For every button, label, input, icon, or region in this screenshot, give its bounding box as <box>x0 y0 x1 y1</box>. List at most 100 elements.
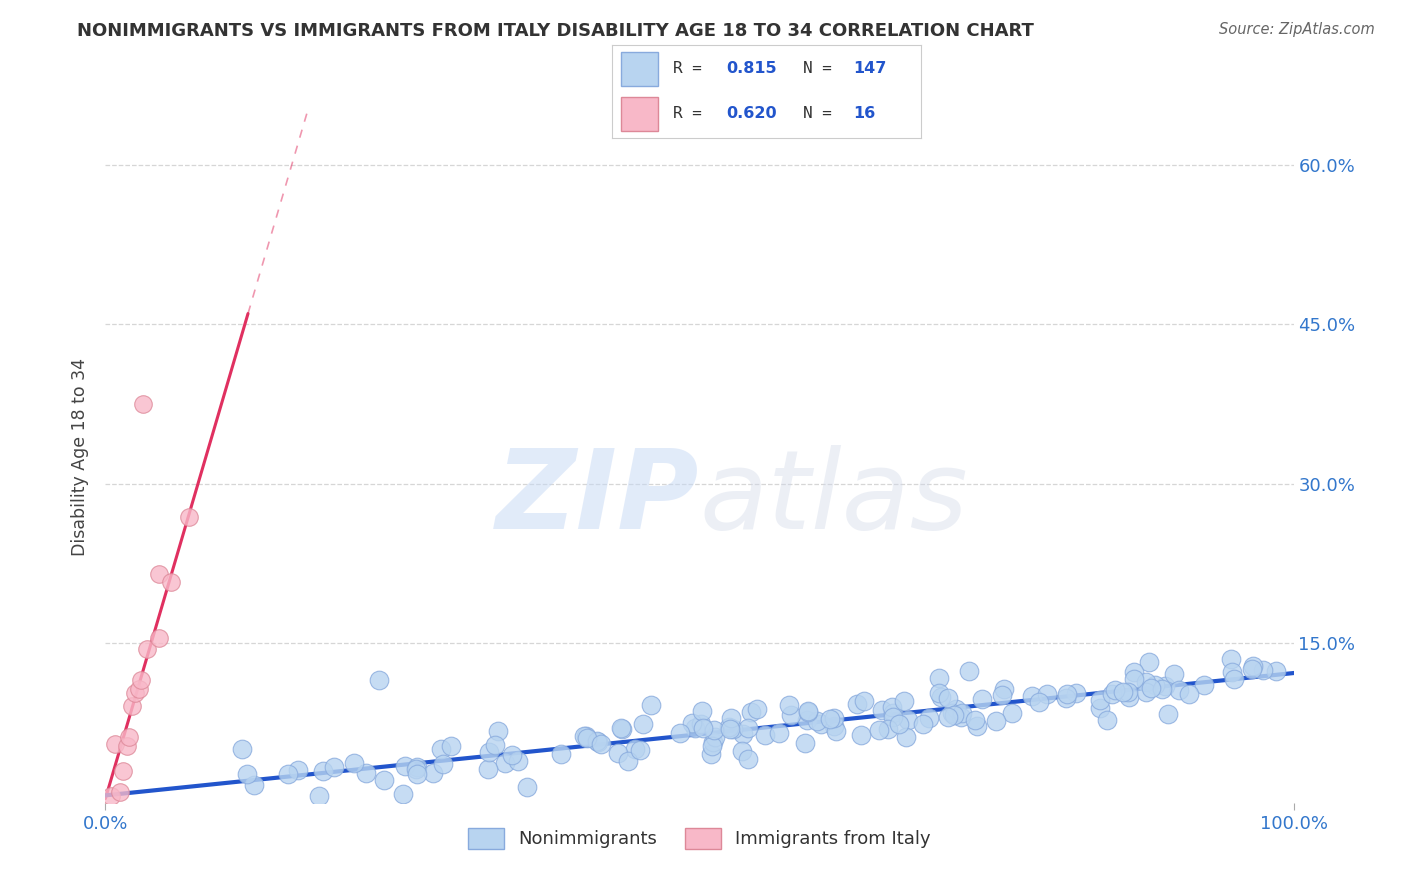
Point <box>136 641 159 656</box>
Point <box>392 788 415 802</box>
Point <box>929 690 952 705</box>
Point <box>818 713 841 727</box>
Text: N =: N = <box>803 106 842 121</box>
Point <box>617 754 640 768</box>
Point <box>704 730 727 744</box>
Text: Source: ZipAtlas.com: Source: ZipAtlas.com <box>1219 22 1375 37</box>
Text: ZIP: ZIP <box>496 445 700 552</box>
Point <box>287 764 309 778</box>
Point <box>148 631 170 645</box>
Point <box>824 724 846 739</box>
Point <box>810 716 832 731</box>
Point <box>894 730 917 744</box>
Point <box>1054 691 1077 706</box>
Point <box>938 690 960 705</box>
Point <box>1122 665 1144 679</box>
Text: atlas: atlas <box>700 445 969 552</box>
Text: R =: R = <box>673 106 711 121</box>
Point <box>1116 685 1139 699</box>
Point <box>880 700 903 714</box>
Point <box>911 717 934 731</box>
Text: R =: R = <box>673 62 711 77</box>
Point <box>928 686 950 700</box>
Point <box>394 759 416 773</box>
Point <box>692 704 714 718</box>
Point <box>882 706 904 720</box>
Point <box>1220 665 1243 679</box>
Point <box>405 762 427 776</box>
Text: 0.815: 0.815 <box>725 62 776 77</box>
Point <box>440 739 463 754</box>
Point <box>768 725 790 739</box>
Point <box>1167 683 1189 698</box>
Point <box>1135 674 1157 689</box>
Point <box>177 509 200 524</box>
Point <box>128 682 150 697</box>
Point <box>277 767 299 781</box>
Point <box>950 710 973 724</box>
Point <box>745 702 768 716</box>
Point <box>1095 714 1118 728</box>
Point <box>1192 678 1215 692</box>
Point <box>683 721 706 735</box>
Point <box>936 710 959 724</box>
Point <box>1154 679 1177 693</box>
Point <box>1035 687 1057 701</box>
Point <box>501 747 523 762</box>
Point <box>1118 690 1140 704</box>
Point <box>737 752 759 766</box>
Point <box>354 765 377 780</box>
Legend: Nonimmigrants, Immigrants from Italy: Nonimmigrants, Immigrants from Italy <box>461 821 938 856</box>
Point <box>477 762 499 776</box>
Point <box>550 747 572 761</box>
Point <box>740 706 762 720</box>
Text: 16: 16 <box>853 106 875 121</box>
Point <box>148 567 170 582</box>
Text: N =: N = <box>803 62 842 77</box>
Point <box>1088 700 1111 714</box>
Point <box>778 698 800 712</box>
Point <box>703 723 725 738</box>
Point <box>720 711 742 725</box>
Point <box>1265 665 1288 679</box>
Point <box>669 726 692 740</box>
Point <box>478 746 501 760</box>
Point <box>1222 672 1244 686</box>
Point <box>624 741 647 756</box>
Point <box>432 756 454 771</box>
Point <box>1104 682 1126 697</box>
Point <box>373 772 395 787</box>
Point <box>1140 681 1163 695</box>
Point <box>1122 672 1144 686</box>
Point <box>312 764 335 779</box>
Point <box>893 694 915 708</box>
Point <box>607 747 630 761</box>
Point <box>957 664 980 678</box>
Point <box>406 760 429 774</box>
Point <box>1241 659 1264 673</box>
Point <box>406 766 429 780</box>
Point <box>1144 678 1167 692</box>
Point <box>118 730 141 744</box>
Point <box>806 714 828 728</box>
Point <box>823 710 845 724</box>
FancyBboxPatch shape <box>621 52 658 86</box>
Point <box>692 721 714 735</box>
Point <box>1137 655 1160 669</box>
Point <box>700 747 723 761</box>
Point <box>342 756 364 770</box>
Point <box>1150 681 1173 696</box>
Point <box>1001 706 1024 721</box>
Point <box>943 708 966 723</box>
Point <box>586 734 609 748</box>
Point <box>993 682 1015 697</box>
Point <box>575 729 598 743</box>
Y-axis label: Disability Age 18 to 34: Disability Age 18 to 34 <box>72 359 90 556</box>
Point <box>1028 696 1050 710</box>
Point <box>231 742 253 756</box>
Point <box>100 789 122 803</box>
Point <box>1177 687 1199 701</box>
Point <box>1251 663 1274 677</box>
Point <box>236 767 259 781</box>
Point <box>723 722 745 736</box>
